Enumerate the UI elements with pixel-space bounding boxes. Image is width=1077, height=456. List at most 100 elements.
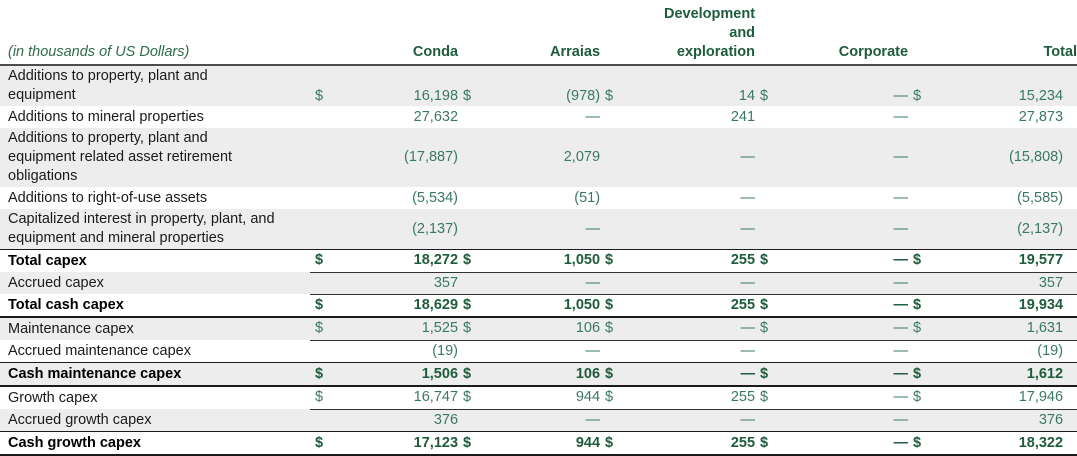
dollar-sign: $	[755, 386, 788, 410]
row-label: Accrued capex	[8, 274, 104, 291]
row-label: Capitalized interest in property, plant,…	[8, 211, 275, 246]
table-row: Additions to mineral properties 27,632 —…	[0, 106, 1077, 128]
dollar-sign: $	[310, 294, 332, 318]
table-row: Growth capex $ 16,747 $ 944 $ 255 $ — $ …	[0, 386, 1077, 410]
dollar-sign	[600, 128, 628, 187]
cell-value: —	[478, 272, 601, 295]
cell-value: 1,525	[332, 317, 459, 341]
dollar-sign: $	[908, 317, 937, 341]
cell-value: 255	[628, 386, 756, 410]
row-label: Maintenance capex	[8, 320, 134, 337]
cell-value: 17,946	[936, 386, 1077, 410]
table-row: Additions to right-of-use assets (5,534)…	[0, 187, 1077, 209]
dollar-sign	[458, 272, 479, 295]
dollar-sign: $	[600, 249, 629, 273]
dollar-sign	[458, 209, 478, 250]
dollar-sign	[310, 272, 332, 295]
cell-value: —	[585, 411, 601, 428]
cell-value: 27,632	[413, 108, 459, 125]
table-row-total-cash-capex: Total cash capex $ 18,629 $ 1,050 $ 255 …	[0, 294, 1077, 318]
cell-value: —	[893, 88, 909, 104]
cell-value: 2,079	[563, 149, 601, 165]
row-label: Additions to mineral properties	[8, 108, 204, 125]
dollar-sign	[600, 187, 628, 209]
cell-value: —	[787, 294, 909, 318]
cell-value: —	[893, 108, 909, 125]
dollar-sign	[908, 272, 937, 295]
cell-value: 18,322	[936, 431, 1077, 456]
cell-value: —	[893, 411, 909, 428]
cell-value: —	[585, 342, 601, 359]
cell-value: 14	[738, 88, 756, 104]
table-row-cash-maintenance-capex: Cash maintenance capex $ 1,506 $ 106 $ —…	[0, 362, 1077, 387]
column-header-development-and-exploration: Development and exploration	[600, 0, 756, 66]
dollar-sign: $	[310, 249, 332, 273]
column-header-arraias: Arraias	[458, 0, 601, 66]
dollar-sign	[908, 340, 936, 363]
cell-value: 106	[478, 317, 601, 341]
cell-value: 357	[332, 272, 459, 295]
dollar-sign	[908, 409, 936, 432]
cell-value: 106	[478, 362, 601, 387]
cell-value: 19,577	[936, 249, 1077, 273]
cell-value: 376	[433, 411, 459, 428]
dollar-sign: $	[913, 88, 922, 104]
cell-value: 1,612	[936, 362, 1077, 387]
dollar-sign	[755, 128, 787, 187]
dollar-sign: $	[458, 317, 479, 341]
cell-value: 376	[1038, 411, 1064, 428]
row-label: Additions to property, plant and equipme…	[8, 130, 233, 184]
dollar-sign	[310, 106, 332, 128]
dollar-sign: $	[908, 386, 937, 410]
dollar-sign	[310, 340, 332, 363]
cell-value: —	[740, 342, 756, 359]
cell-value: —	[787, 317, 909, 341]
table-row-cash-growth-capex: Cash growth capex $ 17,123 $ 944 $ 255 $…	[0, 431, 1077, 456]
cell-value: 255	[628, 294, 756, 318]
cell-value: 944	[478, 386, 601, 410]
row-label: Cash growth capex	[0, 431, 310, 456]
cell-value: —	[787, 431, 909, 456]
dollar-sign: $	[755, 249, 788, 273]
dollar-sign	[908, 187, 936, 209]
dollar-sign: $	[600, 294, 629, 318]
dollar-sign: $	[600, 431, 629, 456]
dollar-sign	[310, 209, 332, 250]
dollar-sign	[600, 409, 628, 432]
dollar-sign: $	[310, 431, 332, 456]
dollar-sign: $	[908, 362, 937, 387]
dollar-sign	[755, 187, 787, 209]
cell-value: —	[787, 362, 909, 387]
cell-value: 27,873	[1018, 108, 1064, 125]
cell-value: (2,137)	[1017, 220, 1064, 237]
cell-value: (19)	[1037, 342, 1064, 359]
cell-value: —	[787, 249, 909, 273]
dollar-sign	[600, 272, 629, 295]
cell-value: (5,534)	[412, 189, 459, 206]
dollar-sign: $	[908, 431, 937, 456]
cell-value: —	[787, 386, 909, 410]
cell-value: —	[628, 317, 756, 341]
table-row: Capitalized interest in property, plant,…	[0, 209, 1077, 250]
column-header-corporate: Corporate	[755, 0, 909, 66]
cell-value: —	[585, 108, 601, 125]
cell-value: (51)	[574, 189, 601, 206]
dollar-sign	[908, 128, 936, 187]
header-row: (in thousands of US Dollars) Conda Arrai…	[0, 0, 1077, 66]
dollar-sign: $	[600, 317, 629, 341]
cell-value: 17,123	[332, 431, 459, 456]
cell-value: 1,050	[478, 294, 601, 318]
dollar-sign: $	[463, 88, 472, 104]
cell-value: —	[893, 342, 909, 359]
dollar-sign	[600, 340, 628, 363]
row-label: Cash maintenance capex	[0, 362, 310, 387]
dollar-sign	[908, 209, 936, 250]
dollar-sign: $	[458, 431, 479, 456]
cell-value: 255	[628, 249, 756, 273]
dollar-sign: $	[755, 431, 788, 456]
cell-value: 1,050	[478, 249, 601, 273]
row-label: Total cash capex	[0, 294, 310, 318]
cell-value: 18,629	[332, 294, 459, 318]
cell-value: 1,506	[332, 362, 459, 387]
cell-value: 1,631	[936, 317, 1077, 341]
